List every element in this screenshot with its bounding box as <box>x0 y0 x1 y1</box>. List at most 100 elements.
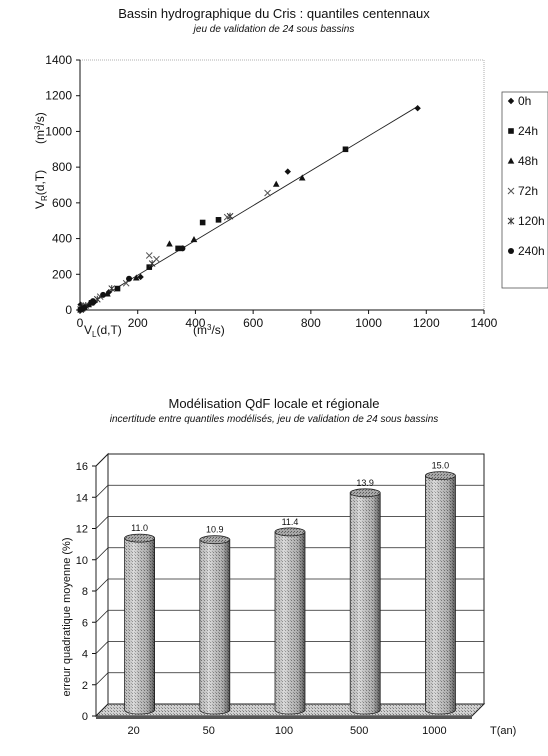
bar-gridline-side <box>95 453 109 467</box>
scatter-y-tick-label: 200 <box>52 267 72 281</box>
legend-label-48h: 48h <box>518 154 538 168</box>
bar-top <box>349 488 381 498</box>
scatter-point-48h <box>166 240 173 247</box>
bar-top <box>424 471 456 481</box>
scatter-points <box>77 105 421 313</box>
bar-top <box>199 535 231 545</box>
bar-x-axis-label: T(an) <box>490 725 516 737</box>
scatter-point-240h <box>100 291 107 298</box>
bar-floor <box>94 703 486 717</box>
bar-x-tick-label: 20 <box>127 725 139 737</box>
scatter-point-120h <box>108 285 116 293</box>
bar-gridline-side <box>95 641 109 654</box>
scatter-x-tick-label: 800 <box>301 316 321 330</box>
bar-gridline-side <box>95 516 109 529</box>
scatter-point-240h <box>126 275 133 282</box>
scatter-x-axis-unit: (m3/s) <box>193 323 225 337</box>
scatter-point-120h <box>226 212 234 220</box>
bar-gridline-side <box>95 609 109 623</box>
scatter-y-tick-label: 400 <box>52 232 72 246</box>
bar-body <box>274 531 306 715</box>
scatter-point-24h <box>114 285 121 292</box>
scatter-x-axis-label: VL(d,T) <box>84 323 122 339</box>
scatter-chart: 0 200 400 600 800 1000 1200 1400 0 200 400 600 800 10… <box>33 53 548 339</box>
legend-label-240h: 240h <box>518 244 545 258</box>
bar-value-label: 15.0 <box>432 461 450 471</box>
bar-shading <box>425 475 456 714</box>
bar-value-label: 13.9 <box>356 478 374 488</box>
scatter-point-24h <box>175 245 181 252</box>
scatter-y-tick-label: 1400 <box>45 53 72 67</box>
legend-marker-48h <box>507 157 515 164</box>
bar-series: 11.0 10.9 11.4 13.9 15.0 <box>124 461 456 715</box>
scatter-point-240h <box>89 298 96 305</box>
bar-x-tick-label: 100 <box>275 725 293 737</box>
scatter-x-tick-label: 1200 <box>413 316 440 330</box>
scatter-point-120h <box>148 260 156 268</box>
scatter-point-48h <box>85 301 92 308</box>
scatter-point-24h <box>199 219 206 226</box>
scatter-point-0h <box>414 105 421 112</box>
bar-body <box>124 537 155 715</box>
bar-title: Modélisation QdF locale et régionale <box>168 396 380 411</box>
bar-50: 10.9 <box>199 525 231 715</box>
scatter-y-tick-label: 1200 <box>45 89 72 103</box>
scatter-point-24h <box>146 264 153 270</box>
bar-gridline-side <box>95 484 109 498</box>
legend-marker-72h <box>507 187 515 195</box>
bar-shading <box>275 531 305 714</box>
bar-back-wall <box>107 453 485 705</box>
scatter-point-0h <box>137 273 144 281</box>
bar-body <box>349 492 381 715</box>
bar-y-tick-label: 2 <box>82 680 88 692</box>
bar-floor-edge <box>96 716 472 719</box>
bar-plot-frame: 0 2 4 6 8 10 12 14 16 <box>76 452 486 723</box>
legend-label-24h: 24h <box>518 124 538 138</box>
bar-top <box>124 533 156 543</box>
legend-marker-240h <box>508 248 514 254</box>
scatter-point-240h <box>77 306 84 313</box>
bar-gridline-side <box>95 578 109 592</box>
bar-y-tick-label: 12 <box>76 524 88 536</box>
bar-gridline-side <box>95 672 109 686</box>
scatter-y-tick-label: 0 <box>65 303 72 317</box>
scatter-point-24h <box>215 217 222 223</box>
bar-shading <box>124 538 155 714</box>
bar-gridline-side <box>95 703 109 717</box>
scatter-axes: 0 200 400 600 800 1000 1200 1400 0 200 400 600 800 10… <box>45 53 497 330</box>
bar-y-tick-label: 16 <box>76 461 88 473</box>
bar-top <box>274 527 306 537</box>
bar-side-wall <box>95 452 109 718</box>
scatter-subtitle: jeu de validation de 24 sous bassins <box>193 24 355 35</box>
scatter-y-axis-label: VR(d,T) <box>33 170 49 209</box>
legend-label-120h: 120h <box>518 214 545 228</box>
bar-100: 11.4 <box>274 517 306 715</box>
bar-y-tick-label: 10 <box>76 555 88 567</box>
bar-body <box>425 475 456 715</box>
bar-y-tick-label: 4 <box>82 649 88 661</box>
scatter-y-tick-label: 800 <box>52 160 72 174</box>
bar-value-label: 10.9 <box>206 525 224 535</box>
scatter-point-48h <box>298 174 306 181</box>
bar-value-label: 11.4 <box>282 517 299 527</box>
bar-500: 13.9 <box>349 478 381 715</box>
bar-y-tick-label: 6 <box>82 617 88 629</box>
scatter-y-tick-label: 1000 <box>45 124 72 138</box>
bar-subtitle: incertitude entre quantiles modélisés, j… <box>109 414 439 425</box>
bar-value-label: 11.0 <box>131 523 148 533</box>
legend-label-72h: 72h <box>518 184 538 198</box>
legend-label-0h: 0h <box>518 94 531 108</box>
bar-axis-labels: 20 50 100 500 1000 <box>127 725 446 737</box>
bar-y-tick-label: 8 <box>82 586 88 598</box>
scatter-point-48h <box>132 274 140 281</box>
scatter-point-48h <box>272 180 280 187</box>
scatter-y-axis-unit: (m3/s) <box>33 112 47 144</box>
scatter-point-24h <box>342 146 349 153</box>
scatter-point-240h <box>179 245 186 252</box>
scatter-point-72h <box>264 189 271 197</box>
bar-20: 11.0 <box>124 523 156 715</box>
bar-x-tick-label: 50 <box>203 725 215 737</box>
scatter-legend: 0h 24h 48h 72h 120h 240h <box>501 91 548 289</box>
bar-y-tick-label: 14 <box>76 492 88 504</box>
legend-marker-24h <box>508 128 514 134</box>
